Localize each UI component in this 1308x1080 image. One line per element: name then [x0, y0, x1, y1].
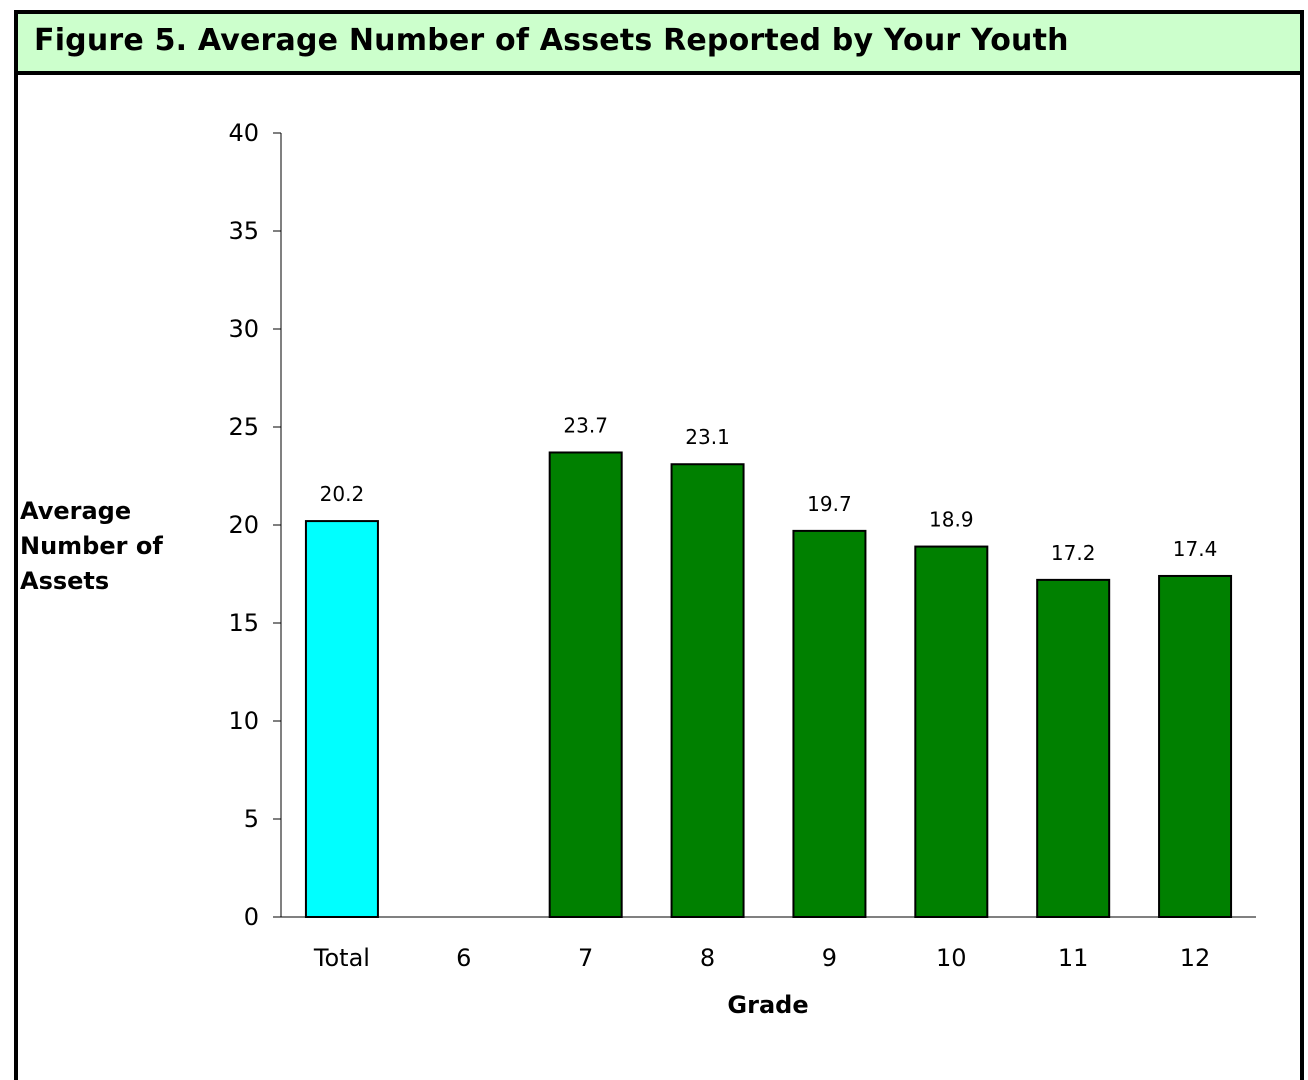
x-axis-label: Grade	[727, 991, 808, 1019]
y-tick-label: 10	[228, 707, 259, 735]
x-tick-label: 11	[1058, 944, 1089, 972]
x-tick-label: 12	[1180, 944, 1211, 972]
y-tick-label: 15	[228, 609, 259, 637]
bars: 20.2 23.7 23.1 19.7 18.9 17.2 17.4	[304, 413, 1233, 919]
x-tick-label: Total	[313, 944, 370, 972]
bar-value-label: 18.9	[929, 508, 974, 532]
bar-value-label: 17.4	[1173, 537, 1218, 561]
bar-value-label: 19.7	[807, 492, 852, 516]
bar-8	[670, 463, 745, 918]
y-tick-label: 30	[228, 315, 259, 343]
figure-title: Figure 5. Average Number of Assets Repor…	[34, 23, 1069, 58]
y-tick-label: 25	[228, 413, 259, 441]
figure-frame: Figure 5. Average Number of Assets Repor…	[14, 10, 1304, 1080]
y-tick-label: 5	[244, 805, 259, 833]
bar-9	[792, 529, 867, 918]
bar-value-label: 17.2	[1051, 541, 1096, 565]
x-tick-label: 8	[700, 944, 715, 972]
x-tick-label: 6	[456, 944, 471, 972]
y-axis-label: Average Number of Assets	[20, 497, 163, 595]
y-tick-label: 40	[228, 119, 259, 147]
bar-12	[1158, 574, 1233, 919]
x-tick-label: 7	[578, 944, 593, 972]
x-tick-label: 10	[936, 944, 967, 972]
y-tick-label: 0	[244, 903, 259, 931]
bar-11	[1036, 578, 1111, 918]
figure-title-bar: Figure 5. Average Number of Assets Repor…	[18, 14, 1300, 75]
bar-7	[548, 451, 623, 918]
bar-value-label: 23.1	[685, 425, 730, 449]
bar-total	[304, 520, 379, 919]
x-axis-tick-labels: Total 6 7 8 9 10 11 12	[313, 944, 1210, 972]
bar-10	[914, 545, 989, 918]
y-axis-ticks: 0 5 10 15 20 25 30 35 40	[228, 119, 281, 931]
bar-value-label: 20.2	[320, 482, 365, 506]
x-tick-label: 9	[822, 944, 837, 972]
bar-value-label: 23.7	[563, 413, 608, 437]
y-tick-label: 20	[228, 511, 259, 539]
y-tick-label: 35	[228, 217, 259, 245]
